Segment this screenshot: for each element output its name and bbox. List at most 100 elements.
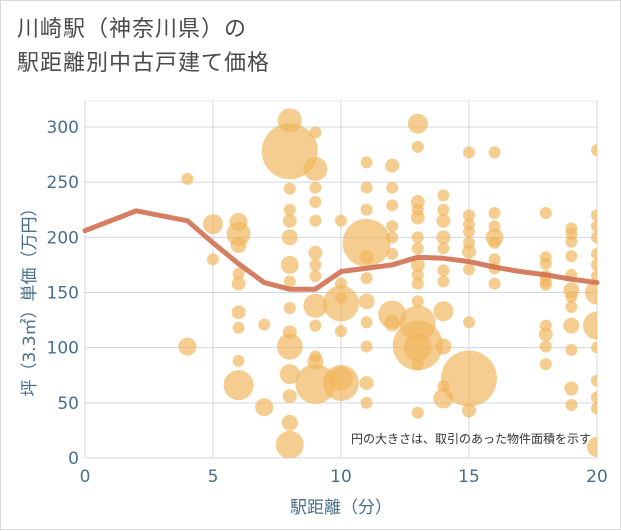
data-point-29 xyxy=(275,430,304,458)
data-point-139 xyxy=(591,231,597,244)
x-axis-ticks: 0 5 10 15 20 xyxy=(80,467,608,487)
chart-title: 川崎駅（神奈川県）の 駅距離別中古戸建て価格 xyxy=(17,13,270,81)
data-point-12 xyxy=(223,370,254,401)
data-point-119 xyxy=(539,278,552,291)
data-point-61 xyxy=(385,158,400,173)
data-point-88 xyxy=(436,230,451,245)
data-point-78 xyxy=(411,277,424,290)
data-point-58 xyxy=(360,340,373,353)
data-point-35 xyxy=(308,245,323,260)
data-point-121 xyxy=(538,327,553,342)
x-tick-label-10: 10 xyxy=(330,467,352,487)
data-point-101 xyxy=(462,244,476,259)
data-point-93 xyxy=(435,338,452,355)
data-point-106 xyxy=(488,146,501,159)
data-point-126 xyxy=(565,235,578,248)
data-point-82 xyxy=(403,333,432,362)
data-point-32 xyxy=(309,181,322,194)
data-point-47 xyxy=(335,325,347,338)
data-point-59 xyxy=(359,375,374,390)
data-point-30 xyxy=(309,126,322,139)
data-point-85 xyxy=(437,189,450,202)
data-point-62 xyxy=(386,181,399,194)
data-point-65 xyxy=(386,231,399,244)
data-point-111 xyxy=(488,253,501,266)
data-point-137 xyxy=(591,209,597,222)
data-point-113 xyxy=(488,277,501,290)
y-tick-label-0: 0 xyxy=(68,449,79,469)
data-point-66 xyxy=(386,247,399,260)
data-point-43 xyxy=(335,214,347,227)
data-point-39 xyxy=(309,319,322,332)
data-point-16 xyxy=(261,123,318,180)
data-point-144 xyxy=(583,311,597,340)
data-point-52 xyxy=(360,203,373,216)
data-point-69 xyxy=(407,113,428,134)
data-point-87 xyxy=(436,213,451,228)
data-point-37 xyxy=(309,269,322,282)
data-point-46 xyxy=(323,285,359,322)
data-point-77 xyxy=(411,268,424,281)
data-point-57 xyxy=(360,316,373,329)
data-point-51 xyxy=(360,181,373,194)
data-point-102 xyxy=(463,263,475,276)
data-point-3 xyxy=(207,253,219,266)
data-point-86 xyxy=(437,203,450,216)
data-point-143 xyxy=(585,280,597,305)
data-point-90 xyxy=(437,264,450,277)
data-point-19 xyxy=(282,213,297,228)
data-point-20 xyxy=(281,229,298,246)
data-point-142 xyxy=(591,269,597,282)
data-point-122 xyxy=(539,340,552,353)
data-point-103 xyxy=(463,316,475,329)
data-point-149 xyxy=(587,436,597,457)
data-point-83 xyxy=(411,358,424,371)
data-point-148 xyxy=(591,402,597,415)
data-point-0 xyxy=(181,172,194,185)
data-point-104 xyxy=(441,350,497,407)
data-point-11 xyxy=(232,354,245,367)
data-point-105 xyxy=(462,403,476,418)
chart-title-line-2: 駅距離別中古戸建て価格 xyxy=(17,51,271,76)
chart-title-line-1: 川崎駅（神奈川県）の xyxy=(17,17,248,42)
data-point-54 xyxy=(359,250,374,265)
x-tick-label-0: 0 xyxy=(80,467,91,487)
data-point-21 xyxy=(280,255,299,274)
bubble-size-note: 円の大きさは、取引のあった物件面積を示す xyxy=(351,431,591,446)
data-point-132 xyxy=(563,317,580,334)
data-point-53 xyxy=(342,218,391,267)
y-tick-label-150: 150 xyxy=(47,284,79,304)
x-tick-label-20: 20 xyxy=(586,467,608,487)
data-point-131 xyxy=(565,300,578,313)
data-point-138 xyxy=(591,220,597,233)
x-axis-label: 駅距離（分） xyxy=(290,498,392,518)
data-point-70 xyxy=(411,140,424,153)
data-point-18 xyxy=(283,203,296,216)
data-point-14 xyxy=(255,398,274,417)
data-point-25 xyxy=(276,333,303,360)
data-point-110 xyxy=(488,236,501,249)
data-point-28 xyxy=(281,414,298,431)
data-point-116 xyxy=(539,257,552,270)
average-line-layer xyxy=(82,208,600,292)
data-point-56 xyxy=(358,293,375,310)
data-point-23 xyxy=(283,301,296,314)
data-point-13 xyxy=(258,318,271,331)
data-point-99 xyxy=(463,225,475,238)
data-point-26 xyxy=(279,364,300,385)
data-point-134 xyxy=(564,381,579,396)
y-axis-label: 坪（3.3㎡）単価（万円） xyxy=(20,199,40,396)
data-point-74 xyxy=(411,231,424,244)
data-point-133 xyxy=(565,343,578,356)
data-point-34 xyxy=(309,214,322,227)
data-point-27 xyxy=(282,389,297,404)
data-point-91 xyxy=(437,275,450,288)
data-point-1 xyxy=(178,337,197,356)
data-point-84 xyxy=(411,406,424,419)
y-axis-ticks: 0 50 100 150 200 250 300 xyxy=(47,118,79,469)
data-point-145 xyxy=(591,341,597,354)
bubble-layer xyxy=(178,108,597,458)
data-point-140 xyxy=(591,247,597,260)
data-point-50 xyxy=(360,156,373,169)
